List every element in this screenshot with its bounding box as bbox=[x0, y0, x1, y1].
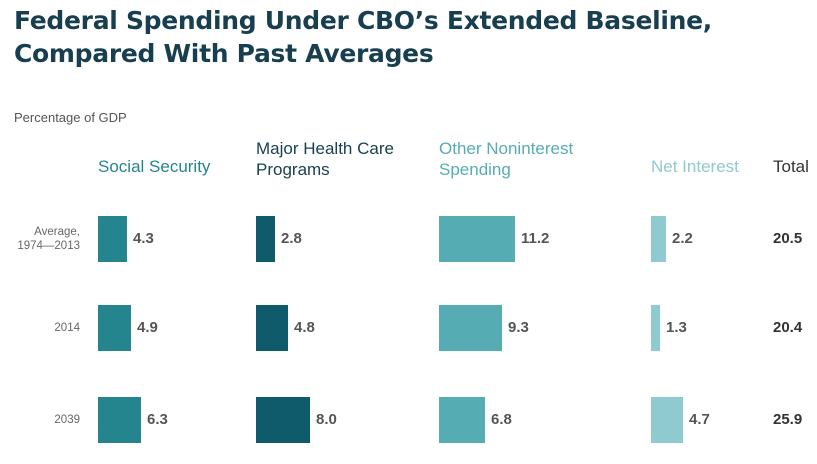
value-label-net-interest-2: 1.3 bbox=[666, 319, 687, 336]
value-label-major-health-care-programs-3: 8.0 bbox=[316, 411, 337, 428]
bar-major-health-care-programs-2 bbox=[256, 305, 288, 351]
row-label-average-line-2: 1974—2013 bbox=[17, 240, 80, 252]
column-header-health: Major Health Care Programs bbox=[256, 138, 394, 180]
total-value-3: 25.9 bbox=[773, 411, 803, 428]
row-label-average: Average, 1974—2013 bbox=[0, 225, 80, 253]
row-label-2014: 2014 bbox=[54, 322, 80, 334]
column-header-other-noninterest: Other Noninterest Spending bbox=[439, 138, 573, 180]
bar-net-interest-1 bbox=[651, 216, 666, 262]
value-label-social-security-2: 4.9 bbox=[137, 319, 158, 336]
total-value-1: 20.5 bbox=[773, 230, 803, 247]
column-header-social-security: Social Security bbox=[98, 157, 211, 176]
bar-social-security-3 bbox=[98, 397, 141, 443]
value-label-other-noninterest-spending-3: 6.8 bbox=[491, 411, 512, 428]
column-header-net-interest: Net Interest bbox=[651, 157, 739, 176]
value-label-other-noninterest-spending-1: 11.2 bbox=[521, 230, 550, 247]
bar-net-interest-3 bbox=[651, 397, 683, 443]
bar-other-noninterest-spending-1 bbox=[439, 216, 515, 262]
bar-social-security-2 bbox=[98, 305, 131, 351]
bar-other-noninterest-spending-3 bbox=[439, 397, 485, 443]
column-header-health-line-1: Major Health Care bbox=[256, 139, 394, 158]
value-label-net-interest-1: 2.2 bbox=[672, 230, 693, 247]
bar-major-health-care-programs-3 bbox=[256, 397, 310, 443]
chart-title: Federal Spending Under CBO’s Extended Ba… bbox=[14, 4, 804, 70]
value-label-major-health-care-programs-1: 2.8 bbox=[281, 230, 302, 247]
value-label-social-security-3: 6.3 bbox=[147, 411, 168, 428]
column-header-health-line-2: Programs bbox=[256, 160, 330, 179]
column-header-total: Total bbox=[773, 157, 809, 176]
chart-title-line-2: Compared With Past Averages bbox=[14, 39, 434, 68]
value-label-social-security-1: 4.3 bbox=[133, 230, 154, 247]
bar-other-noninterest-spending-2 bbox=[439, 305, 502, 351]
total-value-2: 20.4 bbox=[773, 319, 803, 336]
value-label-net-interest-3: 4.7 bbox=[689, 411, 710, 428]
value-label-major-health-care-programs-2: 4.8 bbox=[294, 319, 315, 336]
row-label-average-line-1: Average, bbox=[34, 226, 80, 238]
bar-social-security-1 bbox=[98, 216, 127, 262]
bar-net-interest-2 bbox=[651, 305, 660, 351]
value-label-other-noninterest-spending-2: 9.3 bbox=[508, 319, 529, 336]
units-label: Percentage of GDP bbox=[14, 110, 127, 125]
column-header-other-line-1: Other Noninterest bbox=[439, 139, 574, 158]
bar-major-health-care-programs-1 bbox=[256, 216, 275, 262]
chart-title-line-1: Federal Spending Under CBO’s Extended Ba… bbox=[14, 6, 712, 35]
row-label-2039: 2039 bbox=[54, 414, 80, 426]
column-header-other-line-2: Spending bbox=[439, 160, 511, 179]
